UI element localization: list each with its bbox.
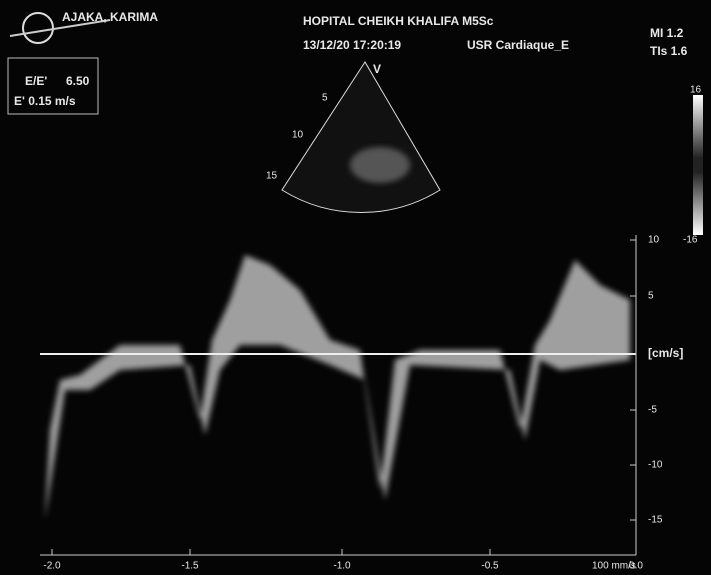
ratio-label: E/E'	[25, 74, 47, 88]
velocity-tick-label: -5	[648, 405, 657, 416]
depth-label: 15	[266, 171, 278, 182]
ratio-value: 6.50	[66, 74, 90, 88]
doppler-trace	[45, 255, 630, 520]
color-bar	[693, 95, 703, 235]
time-tick-label: -1.0	[333, 561, 351, 572]
time-ticks: -2.0 -1.5 -1.0 -0.5 0.0	[43, 549, 643, 572]
depth-label: 5	[322, 93, 328, 104]
sector-depths: 5 10 15	[266, 93, 328, 182]
mi: MI 1.2	[650, 26, 684, 40]
time-tick-label: -1.5	[181, 561, 199, 572]
patient-name: AJAKA, KARIMA	[62, 10, 158, 24]
datetime: 13/12/20 17:20:19	[303, 38, 401, 52]
hospital: HOPITAL CHEIKH KHALIFA M5Sc	[303, 14, 494, 28]
time-tick-label: -0.5	[481, 561, 499, 572]
cable	[9, 19, 111, 37]
depth-label: 10	[292, 130, 304, 141]
preset: USR Cardiaque_E	[467, 38, 569, 52]
e-prime: E' 0.15 m/s	[14, 94, 76, 108]
logo	[22, 12, 54, 44]
velocity-tick-label: -10	[648, 460, 663, 471]
velocity-tick-label: 10	[648, 235, 660, 246]
velocity-tick-label: 5	[648, 291, 654, 302]
velocity-tick-label: -15	[648, 515, 663, 526]
sector-mode: V	[373, 62, 381, 76]
measure-box	[7, 57, 99, 115]
sweep-speed: 100 mm/s	[592, 561, 636, 572]
tis: TIs 1.6	[650, 44, 688, 58]
velocity-ticks: 10 5 -5 -10 -15	[630, 235, 663, 526]
time-tick-label: 0.0	[629, 561, 643, 572]
sector-echo	[350, 147, 410, 183]
time-tick-label: -2.0	[43, 561, 61, 572]
color-max: 16	[690, 85, 702, 96]
velocity-unit: [cm/s]	[648, 346, 683, 360]
color-min: -16	[683, 235, 698, 246]
